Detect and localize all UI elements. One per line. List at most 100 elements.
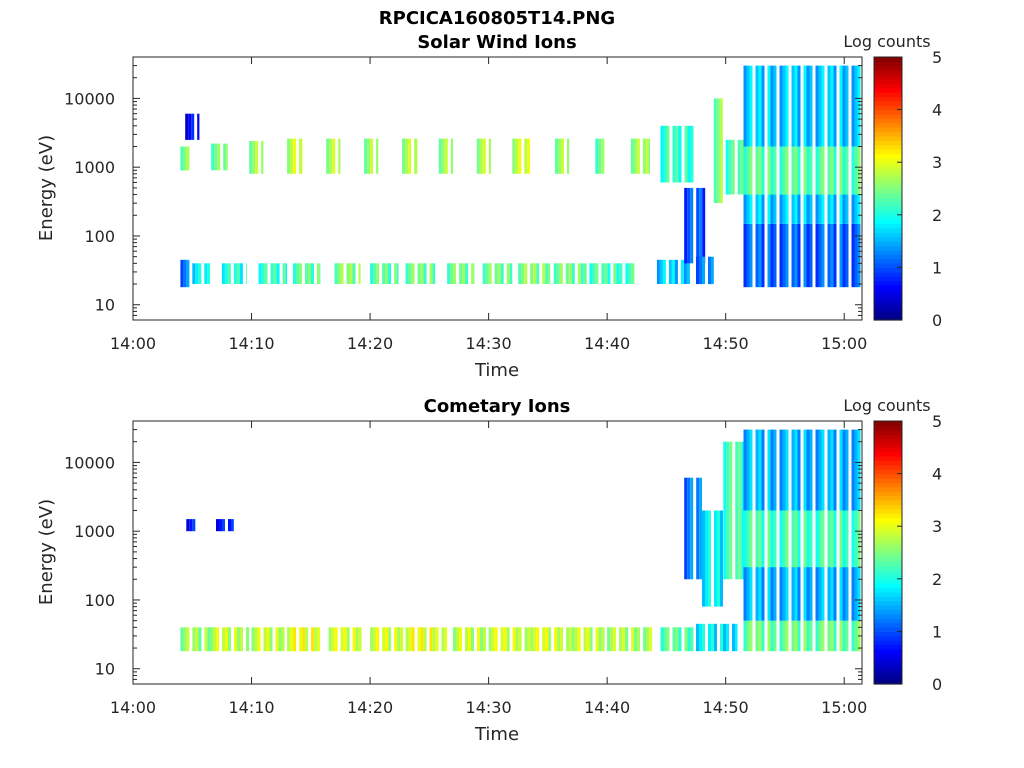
solar-wind-blob-35 [743, 146, 861, 195]
solar-wind-blob-6 [249, 141, 264, 174]
solar-wind-x-tick-label: 14:40 [584, 334, 630, 353]
cometary-blob-14 [660, 627, 694, 652]
solar-wind-blob-26 [630, 138, 650, 174]
cometary-blob-9 [453, 627, 486, 652]
cometary-x-tick-label: 14:00 [110, 698, 156, 717]
solar-wind-colorbar-tick-label: 1 [932, 258, 942, 277]
cometary-blob-4 [251, 627, 285, 652]
cometary-colorbar-tick-label: 2 [932, 570, 942, 589]
cometary-x-tick-label: 14:10 [228, 698, 274, 717]
solar-wind-blob-34 [743, 65, 861, 224]
solar-wind-colorbar-tick-label: 0 [932, 311, 942, 330]
figure-title: RPCICA160805T14.PNG [379, 8, 615, 29]
solar-wind-blob-33 [743, 223, 861, 288]
cometary-y-tick-label: 10000 [64, 453, 115, 472]
solar-wind-blob-11 [334, 263, 361, 284]
solar-wind-blob-2 [185, 113, 200, 140]
solar-wind-x-tick-label: 14:20 [347, 334, 393, 353]
solar-wind-x-axis: 14:00 14:10 14:20 14:30 14:40 14:50 15:00 [110, 57, 867, 353]
cometary-x-axis: 14:00 14:10 14:20 14:30 14:40 14:50 15:00 [110, 421, 867, 717]
cometary-blob-21 [743, 510, 861, 568]
solar-wind-y-tick-label: 10000 [64, 89, 115, 108]
solar-wind-y-axis: 10 100 1000 10000 [64, 65, 862, 316]
cometary-colorbar-tick-label: 1 [932, 622, 942, 641]
solar-wind-spectrogram [132, 56, 863, 321]
solar-wind-blob-22 [555, 138, 570, 174]
cometary-ylabel: Energy (eV) [36, 499, 57, 605]
cometary-blob-2 [186, 519, 196, 532]
cometary-blob-6 [328, 627, 362, 652]
cometary-y-tick-label: 10 [95, 660, 115, 679]
solar-wind-blob-18 [476, 138, 491, 174]
solar-wind-colorbar-tick-label: 4 [932, 101, 942, 120]
solar-wind-ylabel: Energy (eV) [36, 135, 57, 241]
solar-wind-y-tick-label: 10 [95, 296, 115, 315]
cometary-blob-18 [723, 441, 744, 580]
cometary-blob-7 [370, 627, 404, 652]
solar-wind-blob-28 [660, 125, 694, 183]
solar-wind-x-tick-label: 14:10 [228, 334, 274, 353]
cometary-panel: Cometary Ions Log counts Time Energy (eV… [36, 396, 942, 745]
cometary-blob-10 [488, 627, 531, 652]
solar-wind-blob-24 [595, 138, 605, 174]
solar-wind-x-tick-label: 14:50 [703, 334, 749, 353]
solar-wind-blob-3 [192, 263, 211, 284]
solar-wind-colorbar-label: Log counts [843, 32, 930, 51]
cometary-blob-1 [210, 627, 250, 652]
cometary-blob-11 [530, 627, 572, 652]
solar-wind-x-tick-label: 14:30 [466, 334, 512, 353]
solar-wind-colorbar: 0 1 2 3 4 5 [873, 48, 942, 330]
cometary-blob-12 [571, 627, 605, 652]
solar-wind-blob-21 [518, 263, 551, 284]
cometary-colorbar-label: Log counts [843, 396, 930, 415]
solar-wind-colorbar-tick-label: 2 [932, 206, 942, 225]
solar-wind-blob-20 [512, 138, 531, 174]
solar-wind-blob-9 [293, 263, 321, 284]
solar-wind-blob-5 [221, 263, 247, 284]
solar-wind-blob-4 [211, 143, 228, 171]
solar-wind-blob-31 [713, 98, 723, 204]
cometary-blob-15 [696, 623, 738, 652]
cometary-colorbar: 0 1 2 3 4 5 [873, 412, 942, 694]
solar-wind-blob-0 [180, 146, 190, 171]
cometary-x-tick-label: 14:30 [466, 698, 512, 717]
solar-wind-axes-box [132, 56, 863, 321]
solar-wind-xlabel: Time [474, 360, 519, 381]
cometary-xlabel: Time [474, 724, 519, 745]
solar-wind-x-tick-label: 14:00 [110, 334, 156, 353]
cometary-colorbar-tick-label: 3 [932, 517, 942, 536]
solar-wind-blob-30 [696, 256, 714, 285]
solar-wind-blob-7 [258, 263, 287, 284]
cometary-blob-0 [180, 627, 210, 652]
solar-wind-blob-12 [364, 138, 379, 174]
solar-wind-y-tick-label: 1000 [74, 158, 115, 177]
cometary-blob-16 [684, 477, 702, 580]
solar-wind-y-tick-label: 100 [84, 227, 115, 246]
cometary-colorbar-tick-label: 4 [932, 465, 942, 484]
solar-wind-blob-15 [405, 263, 436, 284]
cometary-blob-19 [743, 620, 861, 652]
cometary-x-tick-label: 15:00 [821, 698, 867, 717]
solar-wind-blob-23 [553, 263, 587, 284]
cometary-spectrogram [132, 420, 863, 685]
solar-wind-blob-1 [180, 259, 190, 288]
solar-wind-colorbar-tick-label: 5 [932, 48, 942, 67]
cometary-blob-5 [287, 627, 321, 652]
solar-wind-blob-29 [684, 187, 706, 264]
cometary-colorbar-tick-label: 5 [932, 412, 942, 431]
solar-wind-blob-25 [589, 263, 635, 284]
cometary-blob-8 [405, 627, 448, 652]
cometary-blob-17 [702, 510, 723, 607]
solar-wind-blob-10 [326, 138, 341, 174]
cometary-y-axis: 10 100 1000 10000 [64, 429, 862, 680]
solar-wind-blob-17 [447, 263, 475, 284]
solar-wind-x-tick-label: 15:00 [821, 334, 867, 353]
cometary-x-tick-label: 14:50 [703, 698, 749, 717]
solar-wind-blob-8 [287, 138, 303, 174]
cometary-axes-box [132, 420, 863, 685]
cometary-y-tick-label: 1000 [74, 522, 115, 541]
cometary-x-tick-label: 14:40 [584, 698, 630, 717]
cometary-y-tick-label: 100 [84, 591, 115, 610]
solar-wind-blob-19 [482, 263, 513, 284]
